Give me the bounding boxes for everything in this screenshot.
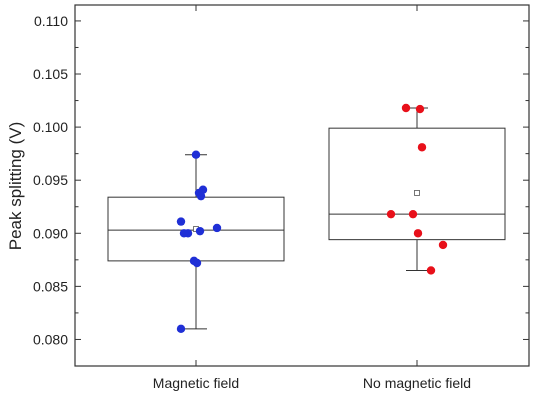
data-point (176, 217, 186, 226)
data-point (195, 226, 205, 236)
plot-frame (74, 4, 530, 367)
y-tick-label: 0.095 (33, 172, 68, 188)
y-tick-label: 0.080 (33, 331, 68, 347)
y-axis-label: Peak splitting (V) (6, 122, 25, 251)
iqr-box (328, 127, 506, 241)
data-point (176, 324, 186, 334)
y-tick-label: 0.090 (33, 225, 68, 241)
data-point (413, 229, 423, 238)
data-point (415, 104, 425, 114)
data-point (417, 143, 427, 152)
data-point (191, 150, 201, 159)
x-category-label: Magnetic field (153, 375, 239, 391)
data-point (438, 240, 448, 250)
x-category-label: No magnetic field (363, 375, 471, 391)
x-axis: Magnetic field No magnetic field (153, 5, 471, 391)
data-point (408, 209, 418, 219)
data-point (386, 209, 396, 219)
data-point (401, 103, 411, 113)
y-tick-label: 0.085 (33, 278, 68, 294)
mean-marker (414, 190, 420, 196)
y-axis: 0.080 0.085 0.090 0.095 0.100 0.105 0.110 (33, 13, 529, 347)
data-point (179, 229, 189, 238)
boxes-layer (107, 107, 506, 330)
data-point (196, 191, 206, 201)
data-point (192, 258, 202, 268)
data-point (212, 223, 222, 233)
y-tick-label: 0.110 (34, 13, 68, 29)
y-tick-label: 0.100 (33, 119, 68, 135)
points-layer (176, 103, 448, 334)
y-tick-label: 0.105 (33, 66, 68, 82)
data-point (426, 266, 436, 275)
